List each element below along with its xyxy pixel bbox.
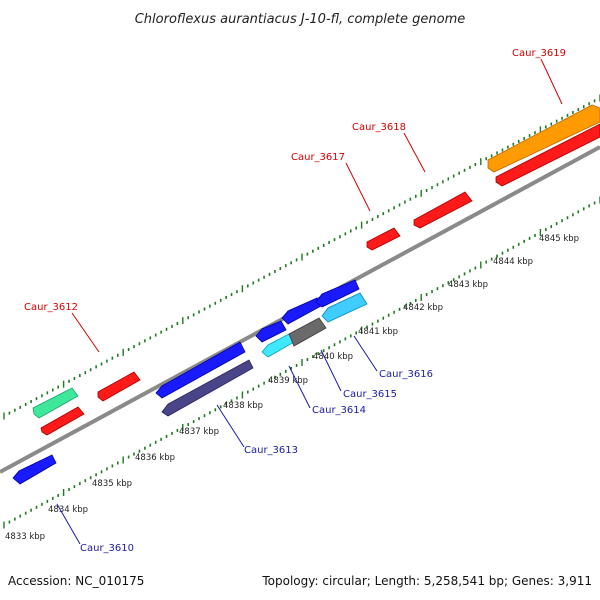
kbp-label: 4839 kbp: [268, 376, 308, 386]
outer-tick-track: [3, 94, 600, 420]
feature-arrow[interactable]: [161, 359, 254, 417]
feature-arrow[interactable]: [40, 406, 85, 436]
leader-line: [353, 335, 378, 372]
kbp-label: 4840 kbp: [313, 352, 353, 362]
kbp-labels: 4833 kbp 4834 kbp 4835 kbp 4836 kbp 4837…: [5, 234, 579, 542]
gene-leaders: [56, 58, 563, 545]
gene-label-caur-3619[interactable]: Caur_3619: [512, 48, 566, 59]
feature-track: [12, 104, 600, 485]
feature-arrow[interactable]: [315, 279, 360, 308]
feature-arrow[interactable]: [366, 227, 401, 251]
leader-line: [403, 132, 426, 173]
gene-label-caur-3610[interactable]: Caur_3610: [80, 543, 134, 554]
leader-line: [71, 312, 100, 353]
kbp-label: 4833 kbp: [5, 532, 45, 542]
kbp-label: 4843 kbp: [448, 280, 488, 290]
kbp-label: 4842 kbp: [403, 303, 443, 313]
feature-arrow[interactable]: [32, 387, 79, 419]
leader-line: [320, 349, 342, 392]
genome-summary-text: Topology: circular; Length: 5,258,541 bp…: [261, 574, 592, 588]
leader-line: [540, 58, 563, 105]
feature-arrow[interactable]: [321, 292, 368, 323]
feature-arrow[interactable]: [155, 341, 246, 399]
kbp-label: 4845 kbp: [539, 234, 579, 244]
gene-label-caur-3614[interactable]: Caur_3614: [312, 405, 366, 416]
leader-line: [56, 503, 81, 545]
kbp-label: 4838 kbp: [223, 401, 263, 411]
kbp-label: 4837 kbp: [179, 427, 219, 437]
accession-text: Accession: NC_010175: [8, 574, 144, 588]
feature-arrow[interactable]: [413, 191, 473, 229]
feature-arrow[interactable]: [255, 320, 287, 343]
feature-arrow[interactable]: [12, 454, 57, 485]
leader-line: [345, 162, 371, 212]
gene-labels: Caur_3612 Caur_3617 Caur_3618 Caur_3619 …: [24, 48, 566, 554]
gene-label-caur-3615[interactable]: Caur_3615: [343, 389, 397, 400]
gene-label-caur-3613[interactable]: Caur_3613: [244, 445, 298, 456]
gene-label-caur-3612[interactable]: Caur_3612: [24, 302, 78, 313]
kbp-label: 4841 kbp: [358, 327, 398, 337]
feature-arrow[interactable]: [288, 317, 327, 347]
kbp-label: 4834 kbp: [48, 505, 88, 515]
inner-tick-track: [3, 196, 600, 529]
gene-label-caur-3618[interactable]: Caur_3618: [352, 122, 406, 133]
leader-line: [288, 365, 311, 409]
kbp-label: 4836 kbp: [135, 453, 175, 463]
feature-arrow[interactable]: [487, 104, 600, 173]
gene-label-caur-3617[interactable]: Caur_3617: [291, 152, 345, 163]
map-title: Chloroflexus aurantiacus J-10-fl, comple…: [135, 12, 466, 27]
kbp-label: 4835 kbp: [92, 479, 132, 489]
feature-arrow[interactable]: [97, 371, 141, 402]
leader-line: [216, 404, 245, 448]
feature-arrow[interactable]: [495, 123, 600, 187]
gene-label-caur-3616[interactable]: Caur_3616: [379, 369, 433, 380]
kbp-label: 4844 kbp: [493, 257, 533, 267]
